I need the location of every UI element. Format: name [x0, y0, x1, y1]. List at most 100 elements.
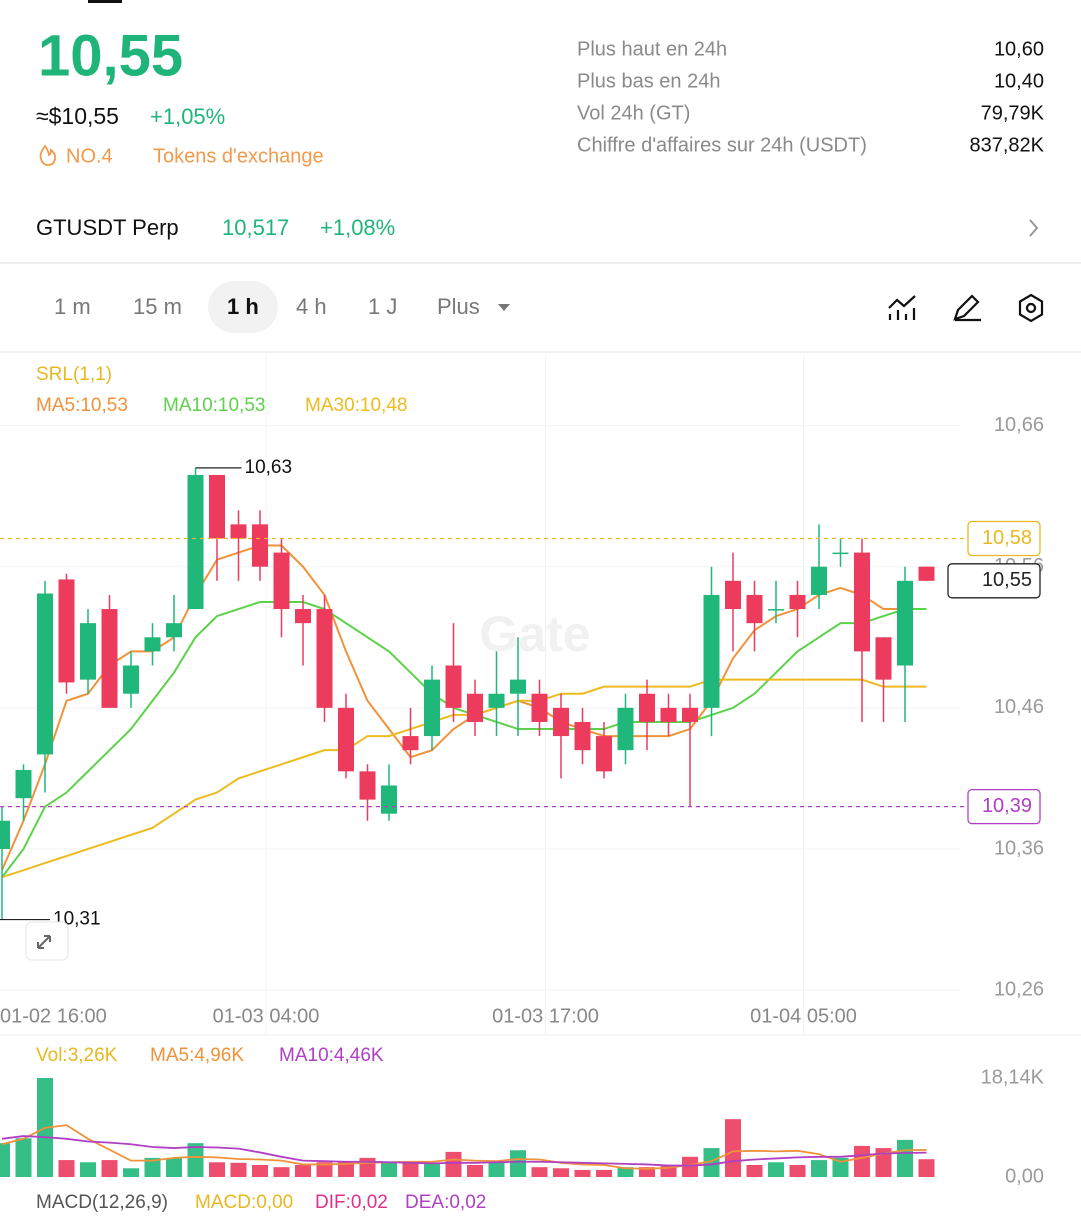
volume-bar	[746, 1164, 763, 1177]
indicator-icon[interactable]	[888, 295, 916, 320]
interval-tab[interactable]: 1 m	[54, 294, 91, 319]
price: 10,55	[38, 23, 183, 88]
ma-line	[1, 678, 927, 879]
volume-bar	[144, 1157, 161, 1177]
change: +1,05%	[150, 104, 225, 129]
settings-icon[interactable]	[1018, 293, 1044, 323]
stat-label: Vol 24h (GT)	[577, 102, 690, 124]
volume-bar	[531, 1167, 548, 1177]
candle-body	[80, 623, 96, 680]
candle-body	[553, 707, 569, 737]
volume-ma-line	[1, 1124, 927, 1170]
volume-bar	[0, 1143, 10, 1177]
candle-body	[596, 736, 612, 772]
volume-bar	[510, 1150, 526, 1177]
candle-body	[510, 679, 526, 694]
volume-legend: MA5:4,96K	[150, 1045, 244, 1066]
x-tick-label: 01-04 05:00	[750, 1005, 857, 1027]
category[interactable]: Tokens d'exchange	[153, 145, 324, 167]
interval-tab[interactable]: Plus	[437, 294, 480, 319]
volume-bar	[230, 1162, 247, 1177]
indicator-label: SRL(1,1)	[36, 364, 112, 385]
candle-body	[338, 707, 354, 772]
interval-tab[interactable]: 1 h	[227, 294, 259, 319]
candle-body	[273, 552, 290, 610]
macd-legend: MACD:0,00	[195, 1192, 293, 1213]
interval-tab[interactable]: 4 h	[296, 294, 327, 319]
candle-body	[187, 474, 204, 610]
volume-bar	[875, 1148, 892, 1177]
volume-bar	[316, 1162, 333, 1177]
expand-box	[25, 921, 69, 961]
interval-tab[interactable]: 15 m	[133, 294, 182, 319]
interval-tab[interactable]: 1 J	[368, 294, 397, 319]
price-box-label: 10,39	[982, 795, 1032, 817]
ma-legend: MA10:10,53	[163, 395, 265, 416]
draw-icon[interactable]	[953, 294, 981, 322]
interval-pill	[208, 281, 278, 333]
volume-bar	[703, 1148, 720, 1177]
candle-body	[15, 769, 32, 799]
x-tick-label: 01-02 16:00	[0, 1005, 107, 1027]
candle-body	[875, 637, 892, 680]
volume-bar	[467, 1164, 483, 1177]
candle-body	[101, 609, 118, 708]
ma-line	[1, 600, 927, 878]
volume-bar	[424, 1162, 440, 1177]
price-box-label: 10,55	[982, 569, 1032, 591]
y-tick-label: 10,46	[994, 696, 1044, 718]
volume-bar	[445, 1151, 462, 1177]
candle-body	[166, 623, 182, 638]
x-tick-label: 01-03 17:00	[492, 1005, 599, 1027]
y-tick-label: 10,26	[994, 978, 1044, 1000]
toolbar-icons	[888, 293, 1044, 323]
stat-label: Plus haut en 24h	[577, 38, 727, 60]
rank[interactable]: NO.4	[66, 145, 113, 167]
volume-bar	[897, 1139, 913, 1177]
volume-bar	[359, 1157, 376, 1177]
expand-button[interactable]	[25, 921, 69, 961]
perp-change: +1,08%	[320, 215, 395, 240]
candle-body	[768, 609, 784, 611]
volume-bar	[209, 1162, 225, 1177]
candle-body	[37, 593, 53, 755]
perp-row[interactable]: GTUSDT Perp 10,517 +1,08%	[36, 215, 1039, 240]
volume-bar	[338, 1162, 354, 1177]
candle-body	[617, 707, 634, 751]
candle-body	[488, 693, 505, 708]
stat-value: 10,40	[994, 70, 1044, 92]
volume-bar	[617, 1167, 634, 1177]
volume-bar	[682, 1156, 698, 1177]
candle-body	[359, 771, 376, 800]
candle-body	[811, 566, 827, 595]
dropdown-arrow[interactable]	[498, 304, 510, 311]
candle-body	[0, 820, 10, 849]
price-box	[967, 788, 1041, 825]
candle-body	[531, 693, 548, 722]
volume-bar	[101, 1160, 118, 1177]
volume-tick-label: 18,14K	[981, 1066, 1045, 1088]
volume-bar	[811, 1160, 827, 1177]
price-box-label: 10,58	[982, 527, 1032, 549]
candle-body	[854, 552, 870, 652]
macd-legend: DEA:0,02	[405, 1192, 486, 1213]
candle-body	[703, 594, 720, 708]
volume-tick-label: 0,00	[1005, 1165, 1044, 1187]
volume-legend: MA10:4,46K	[279, 1045, 384, 1066]
y-tick-label: 10,36	[994, 837, 1044, 859]
volume-bar	[725, 1119, 741, 1177]
candle-body	[123, 665, 139, 694]
candle-body	[252, 524, 268, 567]
volume-bar	[553, 1168, 569, 1177]
volume-bar	[252, 1164, 268, 1177]
volume-bar	[596, 1169, 612, 1177]
flame-icon	[39, 144, 57, 166]
volume-bar	[58, 1160, 75, 1177]
stat-value: 10,60	[994, 38, 1044, 60]
volume-bar	[166, 1157, 182, 1177]
volume-bar	[123, 1168, 139, 1177]
stat-label: Chiffre d'affaires sur 24h (USDT)	[577, 134, 867, 156]
expand-icon	[37, 935, 51, 949]
macd-legend: DIF:0,02	[315, 1192, 388, 1213]
